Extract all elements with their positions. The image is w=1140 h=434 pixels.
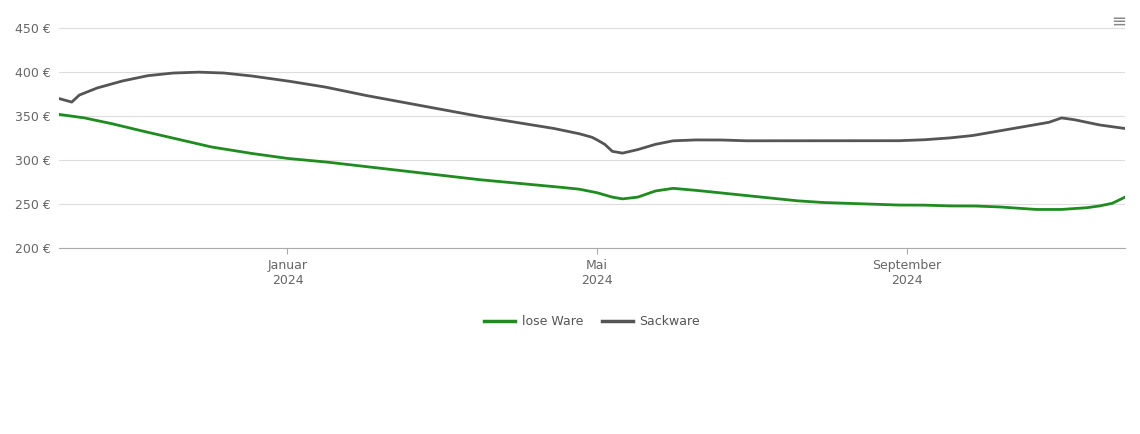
Text: ≡: ≡ <box>1112 13 1126 31</box>
Legend: lose Ware, Sackware: lose Ware, Sackware <box>479 310 705 333</box>
